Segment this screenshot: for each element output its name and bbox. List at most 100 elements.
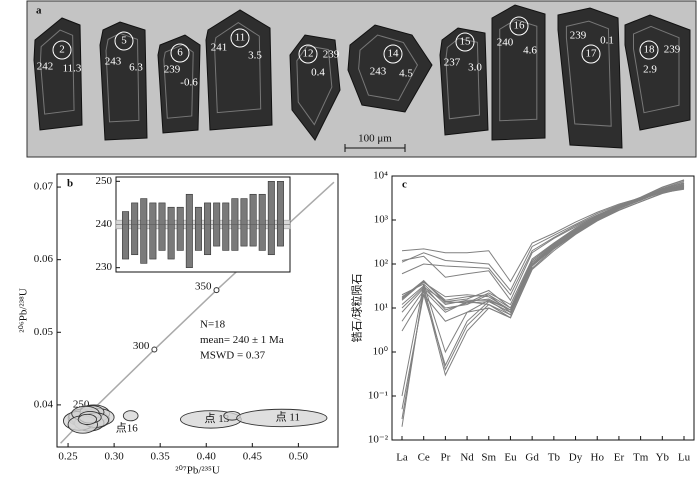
age-error-bar: [131, 202, 139, 256]
x-tick-label: Ho: [591, 452, 605, 464]
spot-circle: [639, 40, 659, 60]
y-tick-label: 0.07: [34, 181, 54, 193]
x-tick-label: Lu: [678, 452, 691, 464]
x-tick-label: Pr: [440, 452, 450, 464]
ree-pattern: [401, 182, 685, 311]
ree-pattern: [401, 187, 685, 332]
zircon-zoning: [213, 22, 262, 114]
spot-number: 18: [644, 44, 656, 56]
annotation: N=18: [200, 319, 226, 331]
spot-age: 237: [444, 57, 461, 69]
x-tick-label: 0.30: [104, 451, 124, 463]
zircon-zoning: [499, 18, 538, 122]
plot-frame: [56, 173, 339, 448]
spot-epsilon-hf: -0.6: [180, 77, 198, 89]
x-tick-label: Sm: [481, 452, 496, 464]
spot-circle: [455, 32, 475, 52]
spot-age: 239: [323, 49, 340, 61]
age-error-bar: [258, 193, 266, 251]
spot-circle: [52, 40, 72, 60]
spot-circle: [230, 28, 250, 48]
annotation: MSWD = 0.37: [200, 350, 266, 362]
spot-circle: [298, 44, 318, 64]
spot-age: 239: [164, 64, 181, 76]
age-error-bar: [240, 198, 248, 247]
y-tick-label: 10³: [374, 214, 389, 226]
x-tick-label: 0.25: [58, 451, 78, 463]
x-tick-label: Gd: [525, 452, 539, 464]
zircon-zoning: [39, 29, 75, 115]
y-tick-label: 10⁴: [373, 170, 388, 182]
panel-label: b: [67, 178, 73, 190]
spot-epsilon-hf: 6.3: [129, 62, 143, 74]
spot-age: 243: [370, 66, 387, 78]
ree-pattern: [401, 182, 685, 313]
age-error-bar: [249, 193, 257, 247]
age-error-bar: [167, 206, 175, 260]
spot-number: 11: [235, 32, 246, 44]
zircon-grain: [439, 27, 489, 136]
x-tick-label: Tb: [548, 452, 561, 464]
x-axis-label: ²⁰⁷Pb/²³⁵U: [175, 465, 220, 477]
ree-pattern: [401, 179, 685, 397]
spot-number: 16: [514, 20, 526, 32]
x-tick-label: La: [396, 452, 408, 464]
spot-number: 5: [121, 35, 127, 47]
x-tick-label: 0.40: [197, 451, 217, 463]
y-tick-label: 10⁻¹: [368, 390, 388, 402]
error-ellipse: [236, 408, 328, 428]
zircon-grain: [347, 24, 433, 113]
ree-pattern: [401, 185, 685, 313]
spot-age: 239: [570, 30, 587, 42]
x-tick-label: Nd: [460, 452, 474, 464]
age-label: 350: [195, 281, 212, 293]
age-error-bar: [267, 181, 275, 256]
age-error-bar: [194, 206, 202, 251]
ree-pattern: [401, 188, 685, 292]
ree-pattern: [401, 184, 685, 309]
zircon-grain: [99, 21, 148, 141]
error-ellipse: [77, 413, 98, 425]
age-marker: [151, 346, 158, 353]
spot-age: 243: [105, 56, 122, 68]
y-tick-label: 10⁻²: [368, 434, 389, 446]
point-label: 点 11: [276, 410, 300, 423]
spot-age: 240: [497, 37, 514, 49]
y-tick-label: 240: [96, 218, 113, 230]
y-tick-label: 0.06: [34, 253, 54, 265]
age-error-bar: [222, 202, 230, 251]
panel-label: a: [36, 5, 42, 17]
x-tick-label: Yb: [656, 452, 670, 464]
y-tick-label: 230: [96, 261, 113, 273]
spot-age: 242: [37, 61, 54, 73]
age-error-bar: [176, 206, 184, 251]
ree-pattern: [401, 185, 685, 314]
x-tick-label: Dy: [569, 452, 583, 464]
y-tick-label: 10¹: [374, 302, 388, 314]
age-error-bar: [204, 202, 212, 256]
spot-number: 15: [460, 36, 472, 48]
age-error-bar: [149, 202, 157, 260]
zircon-zoning: [358, 34, 419, 101]
x-tick-label: Er: [614, 452, 625, 464]
age-error-bar: [158, 202, 166, 251]
spot-epsilon-hf: 3.0: [468, 62, 482, 74]
spot-epsilon-hf: 0.1: [600, 35, 614, 47]
ree-pattern: [401, 183, 685, 311]
spot-number: 2: [59, 44, 65, 56]
error-ellipse: [122, 410, 139, 422]
y-axis-label: 锆石/球粒陨石: [350, 273, 364, 342]
spot-number: 6: [177, 47, 183, 59]
y-tick-label: 0.05: [34, 326, 54, 338]
plot-frame: [391, 175, 695, 441]
zircon-grain: [205, 9, 273, 131]
spot-epsilon-hf: 0.4: [311, 67, 325, 79]
spot-epsilon-hf: 4.5: [399, 68, 413, 80]
scale-label: 100 μm: [358, 133, 392, 145]
x-tick-label: Ce: [418, 452, 430, 464]
spot-number: 14: [388, 48, 400, 60]
zircon-grain: [157, 34, 201, 134]
spot-age: 241: [211, 42, 228, 54]
panel-label: c: [402, 179, 407, 191]
zircon-zoning: [633, 25, 680, 114]
